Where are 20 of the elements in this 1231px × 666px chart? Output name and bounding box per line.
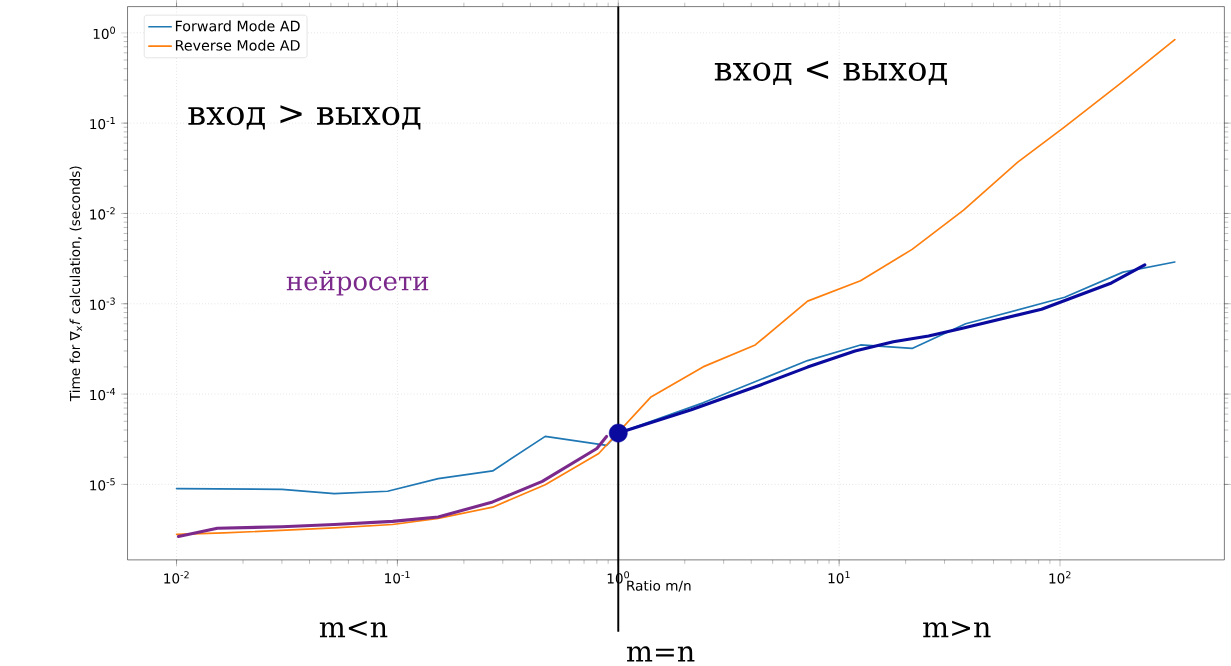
x-tick-label: 10$^{1}$: [828, 571, 850, 584]
x-tick-label: 10$^{-2}$: [164, 571, 189, 584]
x-tick-label: 10$^{2}$: [1049, 571, 1071, 584]
y-tick-label: 10$^{-5}$: [90, 478, 115, 491]
y-tick-label: 10$^{-1}$: [90, 116, 115, 130]
legend-label: Forward Mode AD: [175, 20, 300, 32]
annotation: вход > выход: [188, 105, 421, 130]
legend-label: Reverse Mode AD: [175, 39, 300, 51]
y-tick-label: 10$^{-4}$: [90, 387, 116, 401]
text: m<n: [319, 620, 388, 638]
text: m>n: [923, 620, 991, 638]
y-tick-label: 10$^{-2}$: [90, 207, 115, 220]
x-tick-label: 10$^{-1}$: [385, 571, 410, 584]
x-axis-title: Ratio m/n: [627, 580, 691, 592]
y-tick-label: 10$^{-3}$: [90, 297, 115, 310]
text: m=n: [626, 646, 695, 662]
y-axis-title: Time for ∇$_{x}$f calculation, (seconds): [69, 166, 83, 402]
annotation: нейросети: [286, 270, 429, 296]
annotation: вход < выход: [714, 60, 947, 86]
y-tick-label: 10$^{0}$: [93, 26, 115, 39]
